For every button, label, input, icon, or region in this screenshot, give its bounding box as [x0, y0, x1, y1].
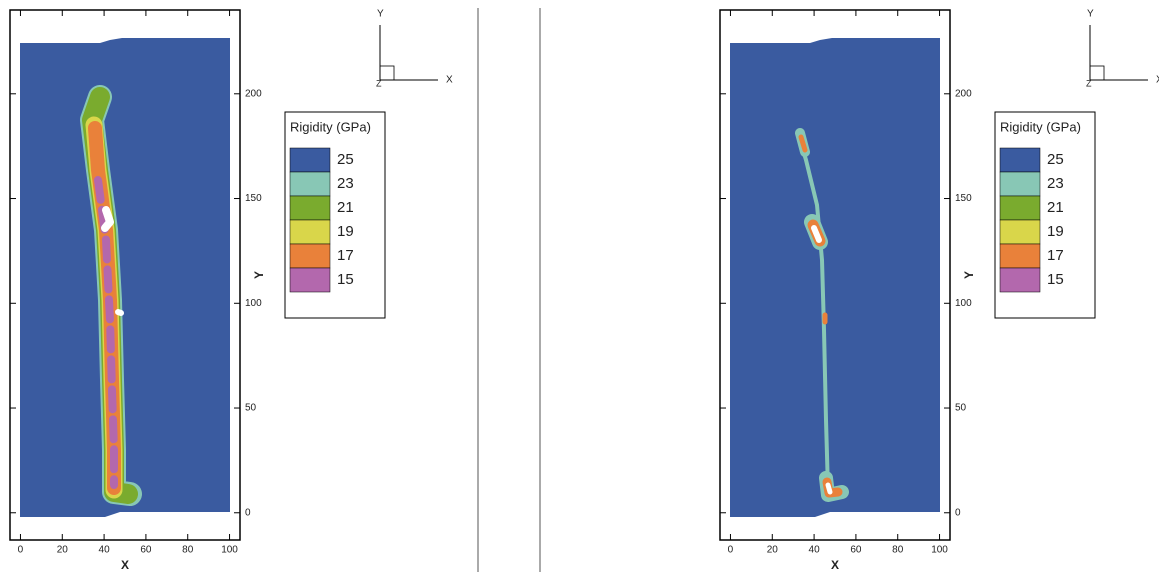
- legend-swatch: [999, 219, 1041, 245]
- legend-label: 25: [1047, 151, 1064, 168]
- x-tick-label: 80: [892, 545, 904, 556]
- plot-frame: [9, 9, 241, 541]
- triad-label: Y: [1087, 9, 1094, 20]
- triad-label: X: [1156, 75, 1159, 86]
- triad-label: X: [446, 75, 453, 86]
- y-tick-label: 150: [245, 193, 262, 204]
- y-tick-label: 50: [955, 403, 967, 414]
- x-axis-label: X: [831, 558, 839, 572]
- legend-label: 23: [337, 175, 354, 192]
- legend-label: 19: [337, 223, 354, 240]
- y-tick-label: 0: [245, 507, 251, 518]
- triad-label: Y: [377, 9, 384, 20]
- legend-label: 17: [337, 247, 354, 264]
- y-tick-label: 100: [245, 298, 262, 309]
- legend-swatch: [999, 147, 1041, 173]
- triad-label: Z: [1086, 78, 1092, 88]
- x-tick-label: 20: [57, 545, 69, 556]
- legend-label: 21: [1047, 199, 1064, 216]
- y-tick-label: 200: [245, 88, 262, 99]
- legend-swatch: [289, 171, 331, 197]
- y-axis-label: Y: [252, 271, 266, 279]
- legend-label: 21: [337, 199, 354, 216]
- legend-swatch: [999, 267, 1041, 293]
- legend-swatch: [289, 267, 331, 293]
- legend-swatch: [289, 219, 331, 245]
- legend-swatch: [289, 243, 331, 269]
- x-tick-label: 20: [767, 545, 779, 556]
- y-axis-label: Y: [962, 271, 976, 279]
- y-tick-label: 100: [955, 298, 972, 309]
- legend-swatch: [999, 171, 1041, 197]
- x-tick-label: 0: [18, 545, 24, 556]
- plot-frame: [719, 9, 951, 541]
- y-tick-label: 50: [245, 403, 257, 414]
- legend-label: 15: [337, 271, 354, 288]
- x-tick-label: 60: [850, 545, 862, 556]
- legend-label: 17: [1047, 247, 1064, 264]
- triad-box: [1089, 65, 1105, 81]
- x-tick-label: 100: [931, 545, 948, 556]
- legend-swatch: [289, 195, 331, 221]
- x-tick-label: 100: [221, 545, 238, 556]
- legend-label: 19: [1047, 223, 1064, 240]
- legend-label: 23: [1047, 175, 1064, 192]
- x-tick-label: 0: [728, 545, 734, 556]
- legend-label: 25: [337, 151, 354, 168]
- contour-field: [20, 38, 230, 517]
- legend-swatch: [289, 147, 331, 173]
- legend-swatch: [999, 195, 1041, 221]
- x-tick-label: 40: [99, 545, 111, 556]
- x-tick-label: 80: [182, 545, 194, 556]
- contour-field: [730, 38, 940, 517]
- legend-swatch: [999, 243, 1041, 269]
- y-tick-label: 150: [955, 193, 972, 204]
- triad-label: Z: [376, 78, 382, 88]
- legend-title: Rigidity (GPa): [290, 119, 371, 134]
- legend-label: 15: [1047, 271, 1064, 288]
- x-tick-label: 40: [809, 545, 821, 556]
- legend-title: Rigidity (GPa): [1000, 119, 1081, 134]
- triad-box: [379, 65, 395, 81]
- x-tick-label: 60: [140, 545, 152, 556]
- x-axis-label: X: [121, 558, 129, 572]
- y-tick-label: 0: [955, 507, 961, 518]
- y-tick-label: 200: [955, 88, 972, 99]
